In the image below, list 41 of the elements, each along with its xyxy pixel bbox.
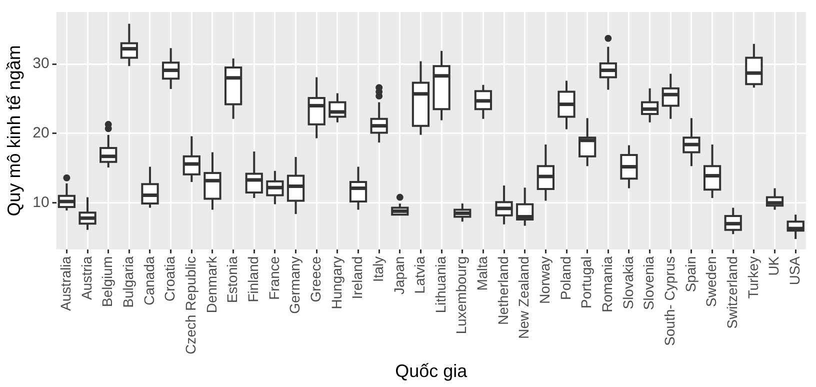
x-tick-label: Netherland [494, 256, 511, 325]
x-tick-label: Lithuania [432, 256, 448, 314]
x-tick-label: Ireland [349, 256, 366, 300]
x-tick-label: Luxembourg [453, 256, 470, 334]
y-tick-label: 10 [32, 194, 50, 211]
x-tick-label: UK [766, 256, 782, 276]
x-tick-label: Malta [474, 256, 490, 291]
x-tick-label: USA [786, 256, 802, 286]
x-tick-label: Austria [78, 256, 94, 300]
x-tick-label: Croatia [162, 256, 178, 302]
x-tick-label: Estonia [224, 256, 240, 304]
x-tick-label: Portugal [578, 256, 594, 309]
x-tick-label: Bulgaria [120, 256, 136, 308]
x-tick-label: Germany [286, 256, 303, 314]
x-tick-label: Japan [390, 256, 407, 295]
y-axis-title: Quy mô kinh tế ngầm [4, 45, 24, 216]
x-tick-label: South- Cyprus [661, 256, 678, 346]
x-tick-label: France [266, 256, 282, 300]
x-tick-label: Denmark [203, 255, 220, 314]
x-tick-label: Slovenia [640, 256, 657, 310]
x-tick-label: New Zealand [516, 256, 532, 339]
x-tick-label: Belgium [99, 256, 116, 307]
x-tick-label: Czech Republic [182, 256, 199, 354]
y-tick-label: 20 [32, 124, 50, 142]
x-tick-label: Spain [682, 256, 698, 292]
x-tick-label: Australia [58, 256, 74, 311]
x-axis-title: Quốc gia [395, 361, 468, 382]
x-tick-label: Hungary [328, 256, 344, 310]
x-tick-label: Latvia [412, 256, 428, 294]
x-tick-label: Greece [307, 256, 324, 302]
x-tick-label: Italy [370, 256, 386, 282]
x-tick-label: Norway [536, 256, 553, 304]
x-tick-label: Finland [244, 256, 261, 302]
x-tick-label: Switzerland [724, 256, 740, 329]
x-tick-label: Sweden [703, 256, 720, 307]
x-tick-label: Canada [140, 256, 157, 306]
x-tick-label: Turkey [744, 256, 761, 299]
x-tick-label: Romania [599, 256, 616, 312]
x-tick-label: Slovakia [620, 256, 636, 310]
x-tick-label: Poland [557, 256, 574, 300]
y-tick-label: 30 [32, 55, 50, 72]
